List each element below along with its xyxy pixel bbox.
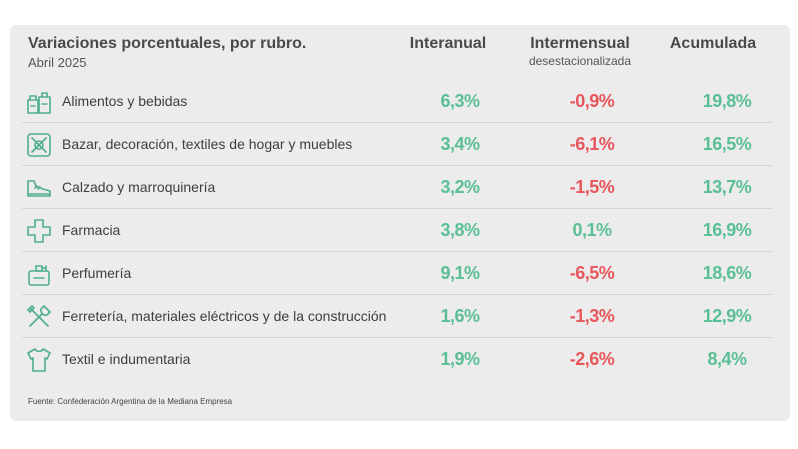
- table-row: Alimentos y bebidas 6,3% -0,9% 19,8%: [22, 80, 772, 123]
- row-label: Ferretería, materiales eléctricos y de l…: [62, 308, 387, 324]
- table-row: Textil e indumentaria 1,9% -2,6% 8,4%: [22, 338, 772, 381]
- interanual-value: 6,3%: [440, 91, 480, 111]
- intermensual-value: -6,1%: [569, 134, 615, 154]
- column-header-acumulada: Acumulada: [669, 35, 757, 52]
- table-card: Variaciones porcentuales, por rubro. Abr…: [10, 25, 790, 421]
- pharmacy-cross-icon: [25, 217, 53, 245]
- row-divider: [22, 122, 772, 123]
- acumulada-value: 16,9%: [702, 220, 752, 240]
- table-row: Farmacia 3,8% 0,1% 16,9%: [22, 209, 772, 252]
- interanual-value: 3,4%: [440, 134, 480, 154]
- table-row: Bazar, decoración, textiles de hogar y m…: [22, 123, 772, 166]
- table-title: Variaciones porcentuales, por rubro.: [28, 35, 307, 52]
- intermensual-value: -6,5%: [569, 263, 615, 283]
- table-row: Calzado y marroquinería 3,2% -1,5% 13,7%: [22, 166, 772, 209]
- row-divider: [22, 337, 772, 338]
- row-divider: [22, 208, 772, 209]
- row-label: Alimentos y bebidas: [62, 93, 188, 109]
- interanual-value: 1,9%: [440, 349, 480, 369]
- groceries-icon: [25, 88, 53, 116]
- table-row: Ferretería, materiales eléctricos y de l…: [22, 295, 772, 338]
- intermensual-value: -2,6%: [569, 349, 615, 369]
- column-header-interanual: Interanual: [409, 35, 487, 52]
- column-header-intermensual: Intermensual: [530, 35, 630, 52]
- shoe-icon: [25, 174, 53, 202]
- row-divider: [22, 294, 772, 295]
- tools-icon: [25, 303, 53, 331]
- table-subtitle: Abril 2025: [28, 55, 87, 70]
- intermensual-value: -1,5%: [569, 177, 615, 197]
- acumulada-value: 12,9%: [702, 306, 752, 326]
- row-label: Textil e indumentaria: [62, 351, 191, 367]
- interanual-value: 3,8%: [440, 220, 480, 240]
- perfume-icon: [25, 260, 53, 288]
- intermensual-value: 0,1%: [572, 220, 612, 240]
- table-row: Perfumería 9,1% -6,5% 18,6%: [22, 252, 772, 295]
- row-divider: [22, 165, 772, 166]
- interanual-value: 3,2%: [440, 177, 480, 197]
- acumulada-value: 19,8%: [702, 91, 752, 111]
- row-label: Perfumería: [62, 265, 132, 281]
- intermensual-value: -1,3%: [569, 306, 615, 326]
- column-subheader-desestacionalizada: desestacionalizada: [528, 54, 632, 68]
- intermensual-value: -0,9%: [569, 91, 615, 111]
- source-note: Fuente: Confederación Argentina de la Me…: [28, 397, 233, 406]
- acumulada-value: 8,4%: [707, 349, 747, 369]
- interanual-value: 9,1%: [440, 263, 480, 283]
- row-label: Bazar, decoración, textiles de hogar y m…: [62, 136, 353, 152]
- bazaar-icon: [25, 131, 53, 159]
- acumulada-value: 18,6%: [702, 263, 752, 283]
- row-label: Calzado y marroquinería: [62, 179, 216, 195]
- row-divider: [22, 251, 772, 252]
- acumulada-value: 16,5%: [702, 134, 752, 154]
- tshirt-icon: [25, 346, 53, 374]
- row-label: Farmacia: [62, 222, 121, 238]
- acumulada-value: 13,7%: [702, 177, 752, 197]
- interanual-value: 1,6%: [440, 306, 480, 326]
